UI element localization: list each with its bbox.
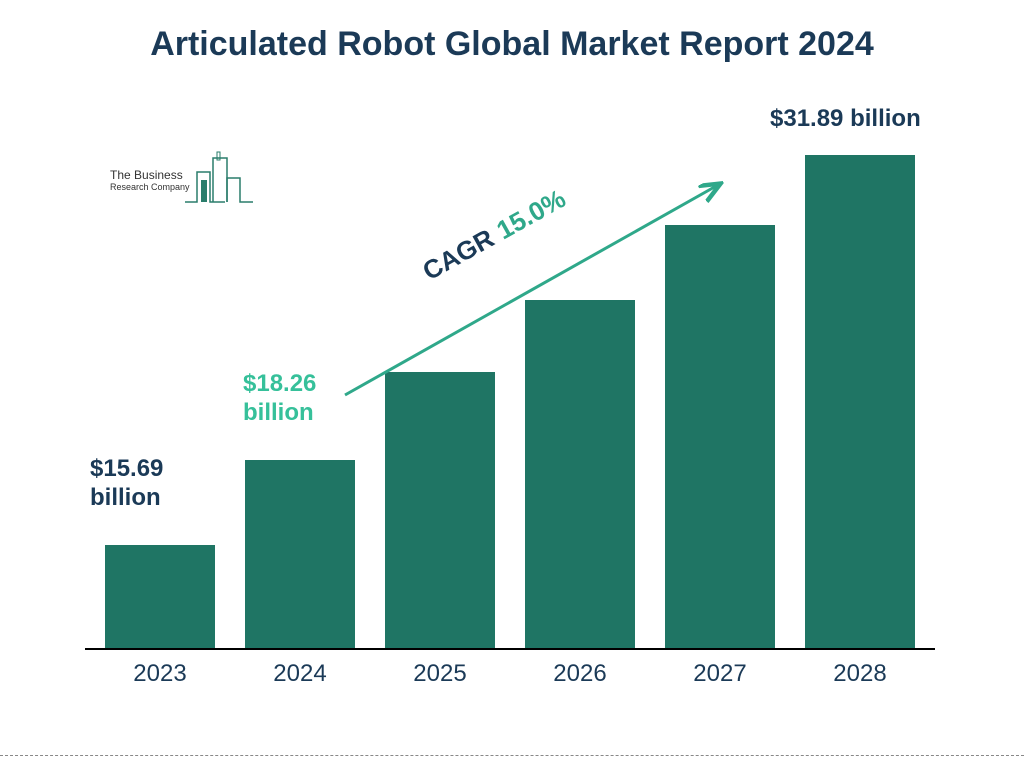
bar [805,155,915,650]
x-axis-tick-label: 2028 [805,660,915,688]
footer-divider [0,755,1024,756]
bar-group: 2025 [385,372,495,650]
bar [385,372,495,650]
bar-group: 2028 [805,155,915,650]
x-axis-tick-label: 2026 [525,660,635,688]
x-axis-tick-label: 2027 [665,660,775,688]
bar [245,460,355,650]
x-axis-tick-label: 2024 [245,660,355,688]
bar-value-label: $18.26billion [243,370,316,428]
bar-value-label: $31.89 billion [770,105,921,134]
bar [105,545,215,650]
x-axis-tick-label: 2025 [385,660,495,688]
bar [665,225,775,650]
x-axis-baseline [85,648,935,650]
bar-group: 2024 [245,460,355,650]
bar-group: 2026 [525,300,635,650]
bar-group: 2023 [105,545,215,650]
chart-title: Articulated Robot Global Market Report 2… [0,25,1024,64]
bar-group: 2027 [665,225,775,650]
x-axis-tick-label: 2023 [105,660,215,688]
bar-value-label: $15.69billion [90,455,163,513]
bar [525,300,635,650]
